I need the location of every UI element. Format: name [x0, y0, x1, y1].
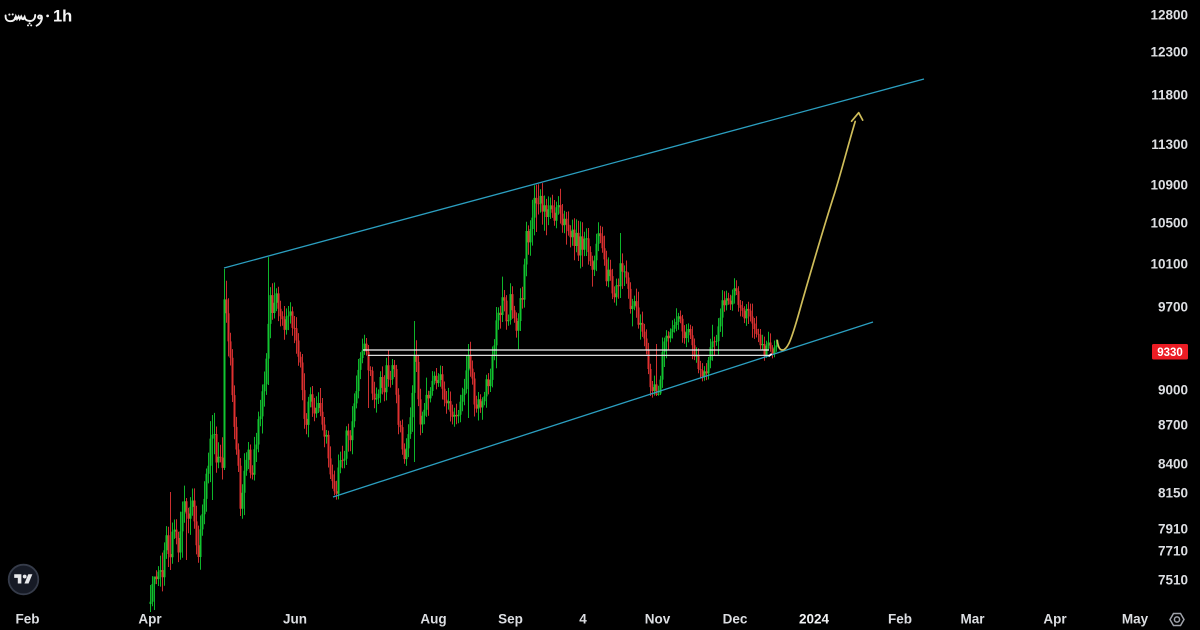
svg-text:10100: 10100 — [1150, 257, 1188, 272]
svg-text:9000: 9000 — [1158, 383, 1188, 398]
svg-text:Sep: Sep — [498, 612, 523, 627]
svg-text:12800: 12800 — [1150, 8, 1188, 23]
svg-text:10500: 10500 — [1150, 216, 1188, 231]
svg-text:Jun: Jun — [283, 612, 307, 627]
svg-text:1h: 1h — [53, 7, 72, 25]
svg-text:8400: 8400 — [1158, 457, 1188, 472]
svg-text:May: May — [1122, 612, 1149, 627]
svg-text:7910: 7910 — [1158, 522, 1188, 537]
svg-text:11300: 11300 — [1151, 137, 1188, 152]
svg-text:11800: 11800 — [1151, 88, 1188, 103]
svg-text:Dec: Dec — [723, 612, 748, 627]
svg-text:Apr: Apr — [1043, 612, 1067, 627]
svg-text:7710: 7710 — [1158, 544, 1188, 559]
svg-text:9700: 9700 — [1158, 300, 1188, 315]
svg-text:4: 4 — [579, 612, 587, 627]
svg-text:Feb: Feb — [888, 612, 912, 627]
svg-text:10900: 10900 — [1150, 178, 1188, 193]
svg-text:Feb: Feb — [15, 612, 39, 627]
svg-text:8150: 8150 — [1158, 486, 1188, 501]
svg-text:7510: 7510 — [1158, 573, 1188, 588]
svg-text:Mar: Mar — [960, 612, 985, 627]
svg-text:2024: 2024 — [799, 612, 830, 627]
svg-text:8700: 8700 — [1158, 418, 1188, 433]
svg-text:12300: 12300 — [1150, 45, 1188, 60]
svg-text:Apr: Apr — [138, 612, 162, 627]
svg-text:Aug: Aug — [420, 612, 446, 627]
svg-text:Nov: Nov — [645, 612, 671, 627]
svg-text:9330: 9330 — [1157, 347, 1183, 359]
